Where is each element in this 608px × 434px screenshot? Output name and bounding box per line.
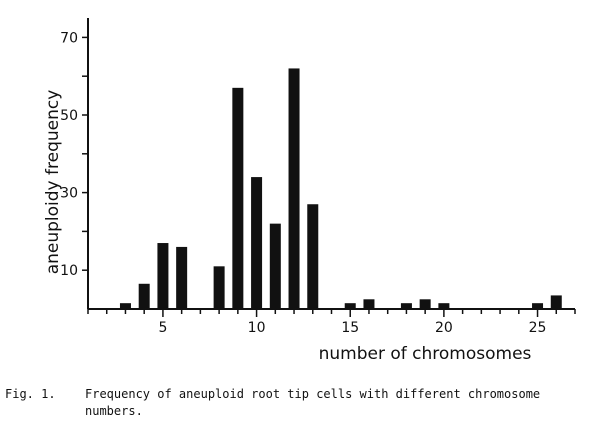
caption-text: Frequency of aneuploid root tip cells wi… [85,387,541,418]
bar-10 [251,177,263,309]
bar-20 [438,303,450,309]
y-tick-label-30: 30 [60,186,78,202]
bar-3 [119,303,131,309]
y-tick-label-10: 10 [60,263,78,279]
bar-26 [550,295,562,309]
bar-11 [269,223,281,309]
bar-5 [157,243,169,309]
x-axis-title: number of chromosomes [319,344,532,364]
bar-8 [213,266,225,309]
x-tick-label-5: 5 [158,320,167,336]
y-tick-label-50: 50 [60,108,78,124]
bar-15 [344,303,356,309]
y-tick-label-70: 70 [60,30,78,46]
y-axis-title: aneuploidy frequency [43,90,63,275]
bar-18 [400,303,412,309]
x-tick-label-20: 20 [435,320,453,336]
x-tick-label-25: 25 [529,320,547,336]
bar-6 [176,246,188,309]
bar-4 [138,283,150,309]
bars-group [119,68,562,309]
bar-12 [288,68,300,309]
bar-chart: 5 10 15 20 25 10 30 50 70 aneuploidy frequency n… [43,18,576,364]
caption-label: Fig. 1. [5,387,56,401]
x-tick-label-15: 15 [341,320,359,336]
x-tick-label-10: 10 [248,320,266,336]
bar-25 [532,303,544,309]
bar-9 [232,87,244,309]
bar-13 [307,204,319,309]
bar-16 [363,299,375,309]
bar-19 [419,299,431,309]
